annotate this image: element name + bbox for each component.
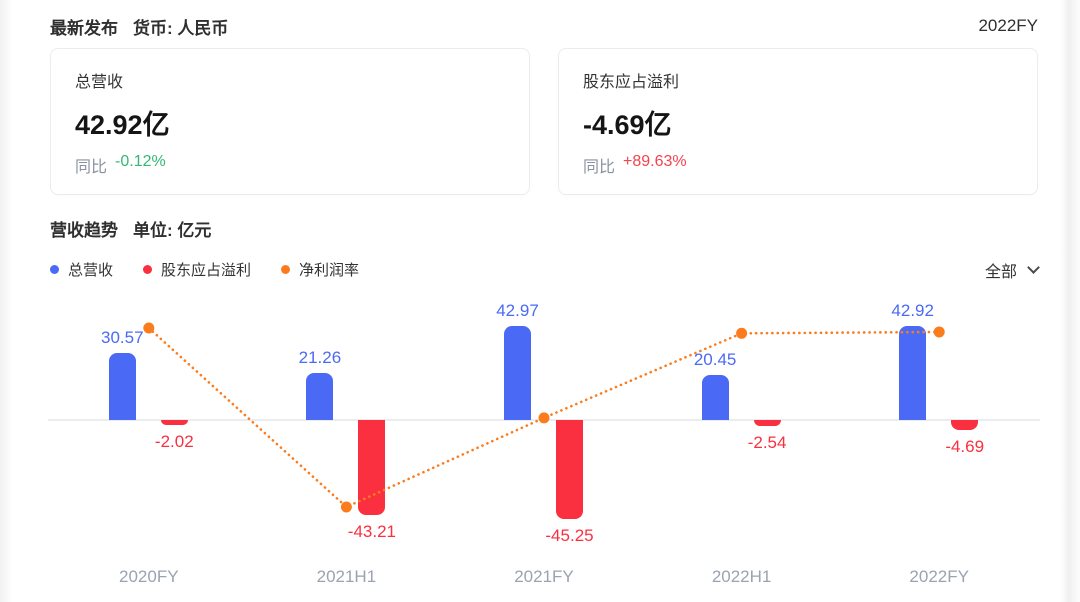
profit-bar-value-label: -45.25	[545, 526, 594, 546]
revenue-bar-value-label: 42.92	[891, 301, 934, 320]
net-margin-dot[interactable]	[538, 412, 550, 424]
profit-bar-value-label: -43.21	[347, 521, 396, 541]
revenue-bar-value-label: 20.45	[693, 350, 737, 370]
legend-dot-icon	[143, 265, 153, 274]
profit-bar-value-label: -2.54	[747, 432, 787, 452]
yoy-value: +89.63%	[623, 153, 687, 170]
legend-item-net-margin[interactable]: 净利润率	[281, 259, 359, 280]
x-axis-label: 2021FY	[514, 567, 574, 586]
revenue-bar[interactable]	[108, 353, 136, 420]
profit-bar[interactable]	[556, 420, 583, 520]
total-revenue-card: 总营收 42.92亿 同比 -0.12%	[50, 48, 530, 195]
card-title: 总营收	[75, 74, 124, 91]
legend-label: 股东应占溢利	[161, 262, 252, 279]
report-period-label: 2022FY	[978, 16, 1038, 35]
range-filter-dropdown[interactable]: 全部	[984, 258, 1040, 282]
shareholder-profit-card: 股东应占溢利 -4.69亿 同比 +89.63%	[558, 48, 1038, 195]
legend-item-total-revenue[interactable]: 总营收	[50, 259, 113, 280]
x-axis-labels: 2020FY 2021H1 2021FY 2022H1 2022FY	[50, 564, 1038, 594]
yoy-label: 同比	[75, 159, 108, 176]
card-title: 股东应占溢利	[583, 74, 680, 91]
range-filter-label: 全部	[984, 263, 1017, 281]
card-value: -4.69亿	[583, 110, 672, 140]
trend-unit-label: 单位: 亿元	[133, 220, 212, 240]
card-value: 42.92亿	[75, 110, 170, 140]
net-margin-line	[143, 322, 945, 513]
profit-bar[interactable]	[753, 420, 781, 426]
legend-label: 净利润率	[299, 262, 360, 279]
chevron-down-icon	[1027, 260, 1040, 274]
header: 最新发布 货币: 人民币 2022FY	[50, 13, 1038, 39]
yoy-label: 同比	[583, 159, 616, 176]
profit-bar[interactable]	[951, 420, 979, 431]
x-axis-label: 2022FY	[909, 567, 969, 586]
trend-section-title: 营收趋势 单位: 亿元	[50, 215, 1038, 241]
latest-release-label: 最新发布	[50, 18, 118, 38]
page-edge-shadow-left	[0, 0, 12, 602]
profit-bar[interactable]	[160, 420, 188, 425]
trend-chart-plot[interactable]: 30.57 -2.02 21.26 -43.21 42.97 -45.25 20.45 -2.…	[48, 299, 1040, 556]
net-margin-dot[interactable]	[736, 327, 748, 339]
profit-bar-value-label: -4.69	[945, 437, 985, 457]
net-margin-dot[interactable]	[340, 501, 352, 513]
legend-item-shareholder-profit[interactable]: 股东应占溢利	[143, 259, 251, 280]
x-axis-label: 2021H1	[316, 567, 377, 586]
revenue-bar-value-label: 21.26	[298, 348, 342, 368]
legend-label: 总营收	[68, 262, 114, 279]
revenue-bar-value-label: 42.97	[496, 300, 539, 320]
financials-panel: 最新发布 货币: 人民币 2022FY 总营收 42.92亿 同比 -0.12%…	[48, 13, 1040, 594]
summary-cards: 总营收 42.92亿 同比 -0.12% 股东应占溢利 -4.69亿 同比 +8…	[50, 48, 1038, 195]
zero-axis-line	[48, 419, 1040, 421]
profit-bar[interactable]	[358, 420, 386, 515]
revenue-bar[interactable]	[306, 373, 334, 420]
trend-title-label: 营收趋势	[50, 220, 118, 240]
profit-bar-value-label: -2.02	[154, 432, 194, 451]
revenue-bar[interactable]	[899, 326, 927, 420]
revenue-bar[interactable]	[504, 325, 531, 420]
x-axis-label: 2022H1	[711, 567, 772, 586]
legend-row: 总营收 股东应占溢利 净利润率 全部	[50, 254, 1040, 285]
net-margin-dot[interactable]	[933, 326, 945, 338]
x-axis-label: 2020FY	[119, 567, 179, 586]
yoy-value: -0.12%	[115, 153, 166, 170]
legend-dot-icon	[50, 265, 59, 274]
revenue-bar-value-label: 30.57	[101, 328, 144, 348]
revenue-bar[interactable]	[701, 375, 729, 420]
currency-label: 货币: 人民币	[133, 18, 229, 38]
net-margin-dot[interactable]	[143, 322, 155, 334]
page-edge-shadow-right	[1060, 0, 1080, 602]
legend-dot-icon	[281, 265, 291, 274]
chart-legend: 总营收 股东应占溢利 净利润率	[50, 259, 359, 280]
